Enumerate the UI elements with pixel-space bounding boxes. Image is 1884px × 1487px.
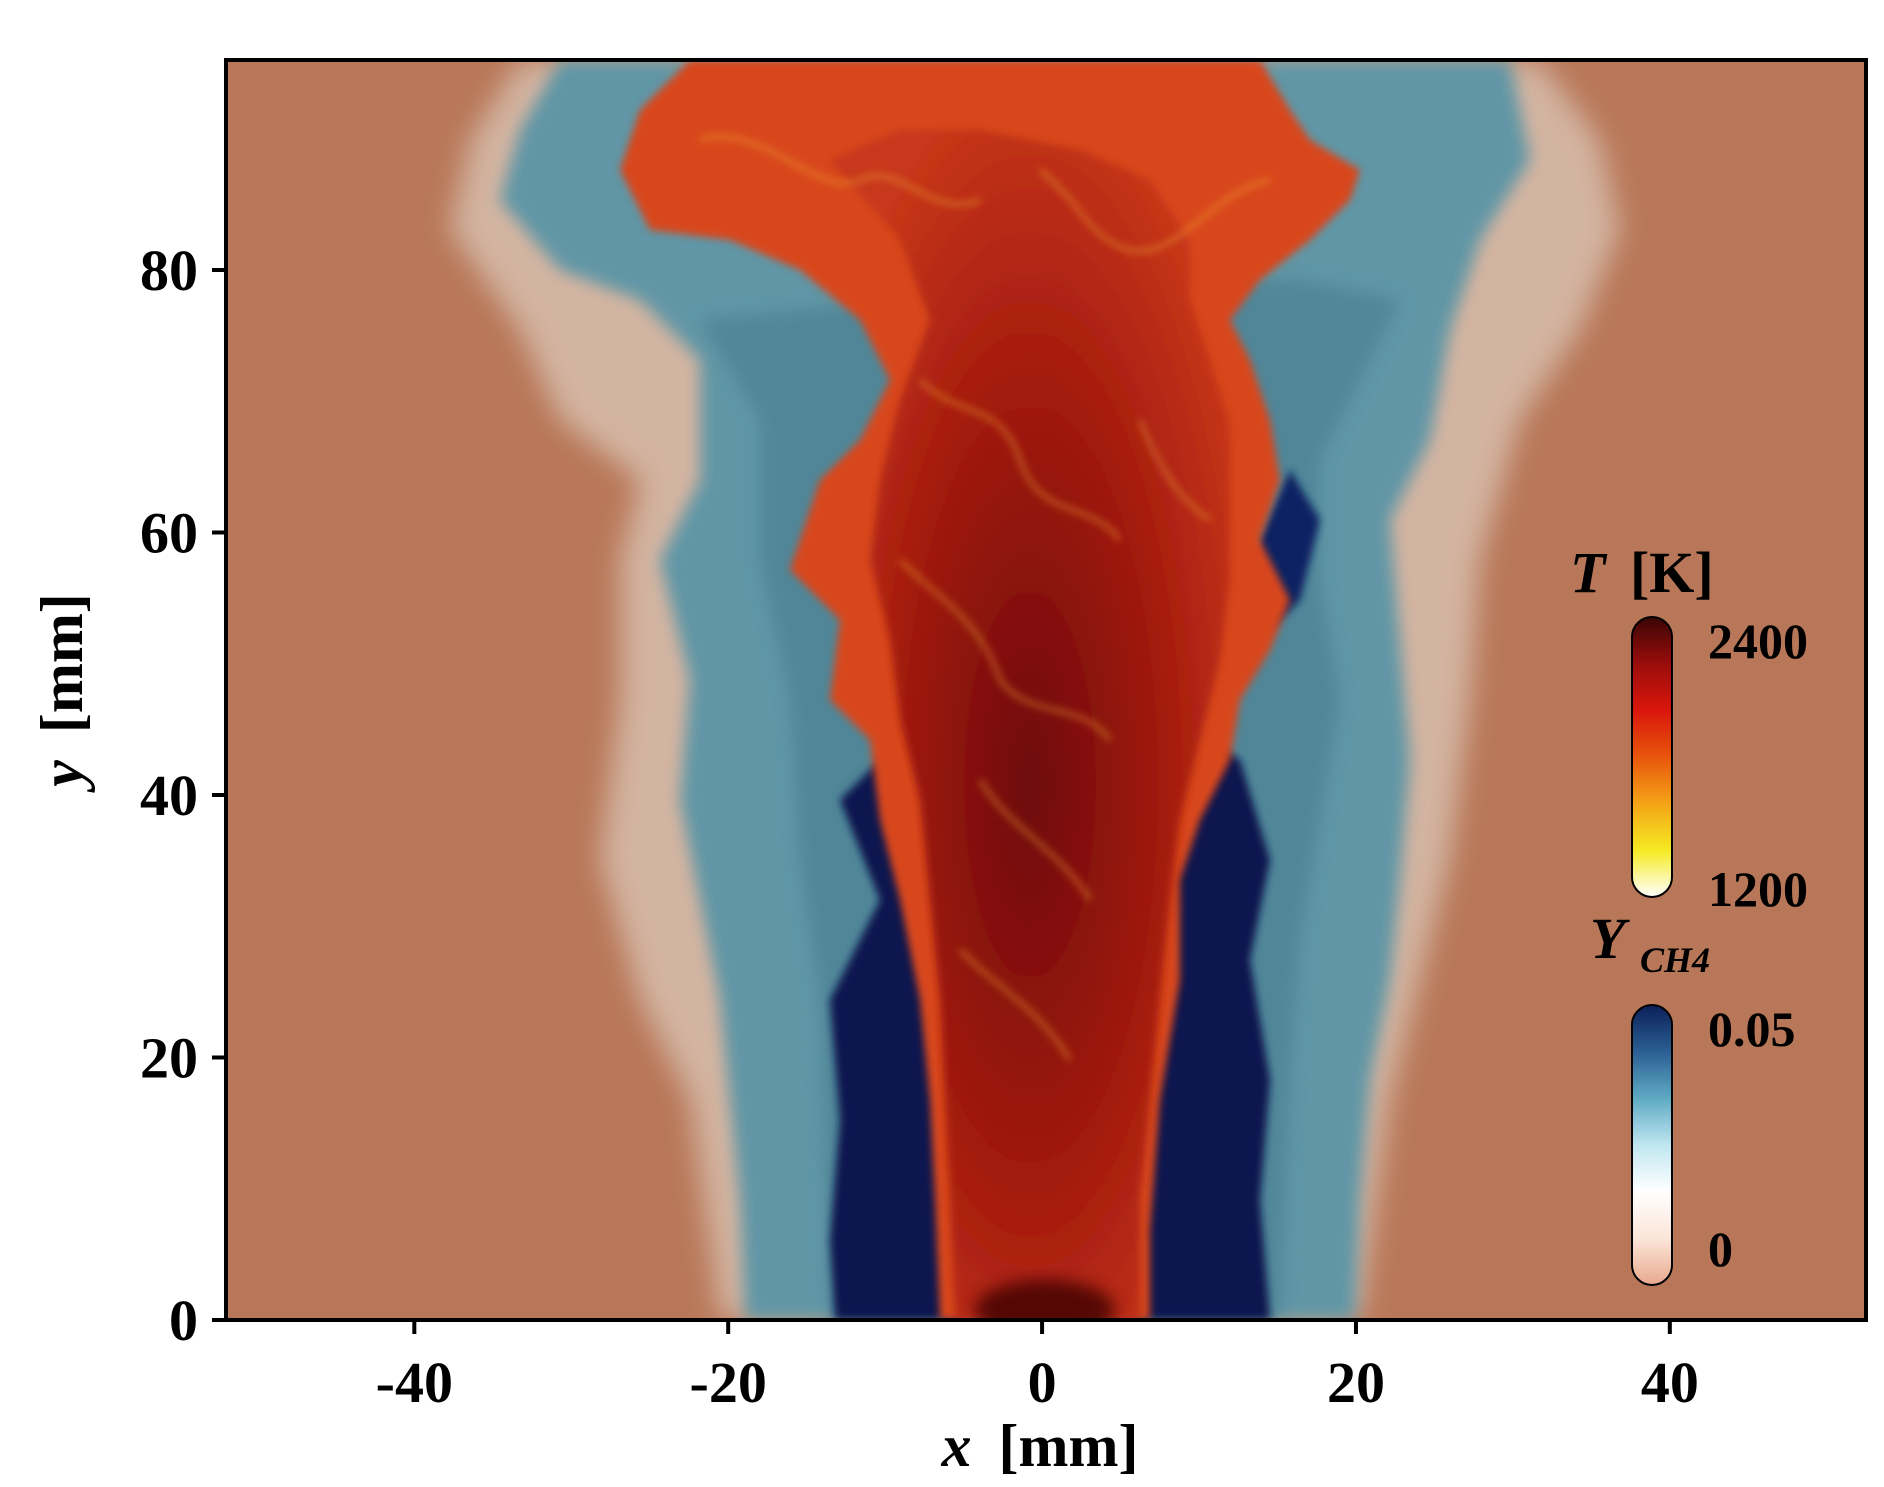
nozzle-hot-spot	[975, 1280, 1115, 1320]
colorbar-temperature-title: T [K]	[1570, 540, 1714, 605]
ch4-subscript: CH4	[1640, 940, 1710, 980]
colorbar-temperature-min-label: 1200	[1708, 861, 1808, 917]
colorbar-temperature: T [K] 2400 1200	[1570, 540, 1808, 917]
y-axis-label: y [mm]	[29, 593, 95, 793]
colorbar-ch4-title: Y CH4	[1590, 906, 1710, 980]
x-tick-label: 40	[1641, 1350, 1699, 1415]
flame-filaments	[699, 134, 1271, 1062]
colorbar-ch4-max-label: 0.05	[1708, 1001, 1796, 1057]
x-axis-var: x	[941, 1413, 972, 1479]
y-axis-var: y	[29, 760, 95, 793]
plot-frame	[224, 58, 1868, 1322]
plot-area	[226, 60, 1866, 1320]
y-tick-label: 20	[140, 1026, 198, 1091]
colorbar-temperature-max-label: 2400	[1708, 613, 1808, 669]
colorbar-ch4-min-label: 0	[1708, 1221, 1733, 1277]
x-axis-unit: [mm]	[999, 1413, 1139, 1479]
y-tick-label: 0	[169, 1288, 198, 1353]
y-tick-label: 40	[140, 763, 198, 828]
temperature-unit: [K]	[1630, 540, 1714, 605]
colorbar-ch4-bar	[1631, 1004, 1673, 1286]
x-tick-label: 20	[1327, 1350, 1385, 1415]
ch4-var: Y	[1590, 906, 1630, 971]
x-tick-label: 0	[1028, 1350, 1057, 1415]
x-tick-label: -20	[690, 1350, 767, 1415]
x-tick-label: -40	[376, 1350, 453, 1415]
y-axis-unit: [mm]	[29, 593, 95, 733]
y-tick-label: 80	[140, 238, 198, 303]
x-axis-label: x [mm]	[941, 1413, 1139, 1479]
colorbar-ch4: Y CH4 0.05 0	[1590, 906, 1796, 1286]
temperature-var: T	[1570, 540, 1608, 605]
y-axis-ticks: 0 20 40 60 80	[140, 238, 226, 1353]
y-tick-label: 60	[140, 501, 198, 566]
x-axis-ticks: -40 -20 0 20 40	[376, 1320, 1699, 1415]
colorbar-temperature-bar	[1631, 616, 1673, 898]
flame-core-region	[830, 130, 1230, 1320]
